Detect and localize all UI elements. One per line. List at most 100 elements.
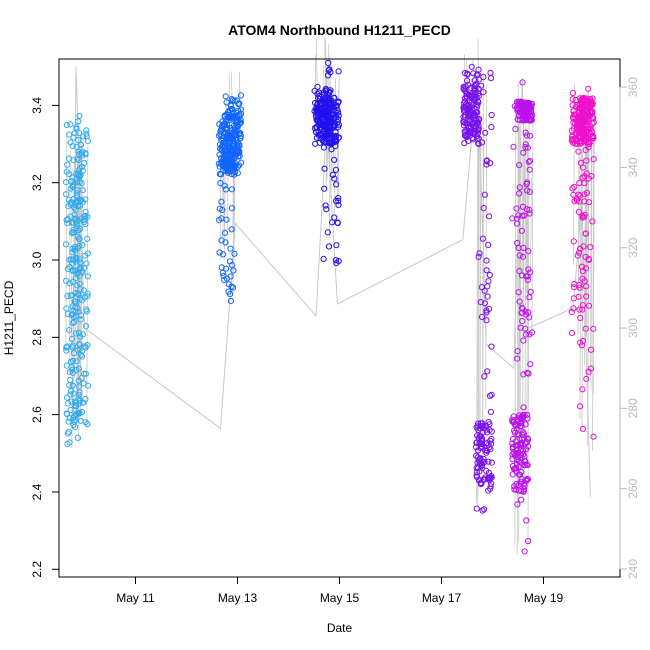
data-point [77, 316, 84, 323]
data-point [71, 318, 78, 326]
data-point [484, 368, 491, 375]
data-point [471, 112, 478, 119]
data-point [581, 180, 588, 187]
data-point [63, 410, 70, 417]
data-point [63, 168, 70, 175]
data-point [484, 447, 491, 454]
data-point [486, 475, 493, 482]
secondary-series-streak [77, 188, 80, 357]
data-point [324, 229, 331, 236]
data-point [63, 277, 70, 284]
data-point [335, 202, 342, 209]
data-point [579, 306, 586, 313]
data-point [476, 115, 483, 123]
data-point [73, 366, 80, 373]
data-point [335, 197, 342, 204]
data-point [222, 122, 229, 129]
secondary-series-streak [590, 144, 593, 389]
secondary-series-streak [233, 163, 236, 261]
data-point [516, 252, 523, 259]
data-point [509, 471, 516, 478]
data-point [216, 249, 223, 256]
data-point [84, 273, 92, 280]
data-point [515, 463, 522, 470]
data-point [64, 220, 71, 227]
data-point [481, 506, 488, 513]
data-point [233, 109, 240, 116]
data-point [583, 375, 590, 382]
data-point [525, 537, 532, 545]
data-point [478, 284, 485, 291]
y2-tick-label: 320 [626, 237, 640, 257]
data-point [578, 102, 585, 109]
data-point [577, 314, 584, 322]
data-point [522, 141, 529, 148]
data-point [460, 113, 467, 121]
data-point [477, 481, 485, 488]
data-point [478, 82, 485, 89]
data-point [579, 425, 587, 432]
data-point [481, 300, 488, 307]
data-point [228, 105, 235, 113]
data-point [72, 289, 79, 297]
data-point [522, 112, 529, 119]
data-point [75, 242, 83, 249]
data-point [570, 139, 577, 146]
data-point [326, 139, 333, 146]
data-point [75, 167, 82, 174]
y-tick-label: 2.8 [30, 329, 44, 346]
data-point [83, 127, 90, 134]
data-point [575, 293, 582, 300]
data-point [65, 203, 72, 210]
data-point [64, 430, 71, 437]
data-point [63, 347, 70, 354]
data-point [580, 337, 587, 345]
data-point [73, 190, 80, 197]
data-point [326, 66, 333, 73]
data-point [575, 148, 582, 155]
y2-tick-label: 340 [626, 157, 640, 177]
data-point [475, 140, 482, 147]
data-point [579, 268, 587, 275]
secondary-series-streak [86, 145, 89, 428]
secondary-series-streak [477, 117, 480, 495]
data-point [525, 266, 532, 273]
data-point [578, 112, 585, 119]
data-point [229, 97, 236, 104]
data-point [511, 452, 519, 459]
data-point [74, 270, 81, 277]
data-point [579, 164, 587, 171]
data-point [68, 178, 75, 185]
data-point [75, 173, 83, 180]
data-point [84, 235, 91, 242]
data-point [475, 92, 482, 99]
data-point [326, 106, 333, 113]
data-point [69, 335, 76, 342]
data-point [511, 429, 519, 436]
data-point [483, 257, 490, 264]
data-point [75, 308, 82, 315]
data-point [527, 361, 534, 368]
data-point [71, 418, 78, 425]
data-point [228, 113, 235, 121]
data-point [223, 132, 231, 139]
data-point [518, 227, 526, 234]
data-point [71, 211, 78, 218]
y-tick-label: 2.4 [30, 483, 44, 500]
data-point [70, 157, 77, 164]
data-point [472, 123, 479, 130]
data-point [63, 394, 71, 401]
data-point [487, 408, 494, 415]
data-point [76, 256, 83, 263]
data-point [512, 422, 519, 429]
data-point [468, 63, 475, 70]
data-point [66, 327, 73, 334]
data-point [487, 69, 494, 76]
data-point [526, 157, 534, 165]
data-point [314, 106, 322, 114]
data-point [84, 250, 92, 257]
data-point [227, 158, 234, 165]
data-point [70, 196, 77, 203]
data-point [222, 186, 229, 193]
data-point [327, 117, 334, 125]
